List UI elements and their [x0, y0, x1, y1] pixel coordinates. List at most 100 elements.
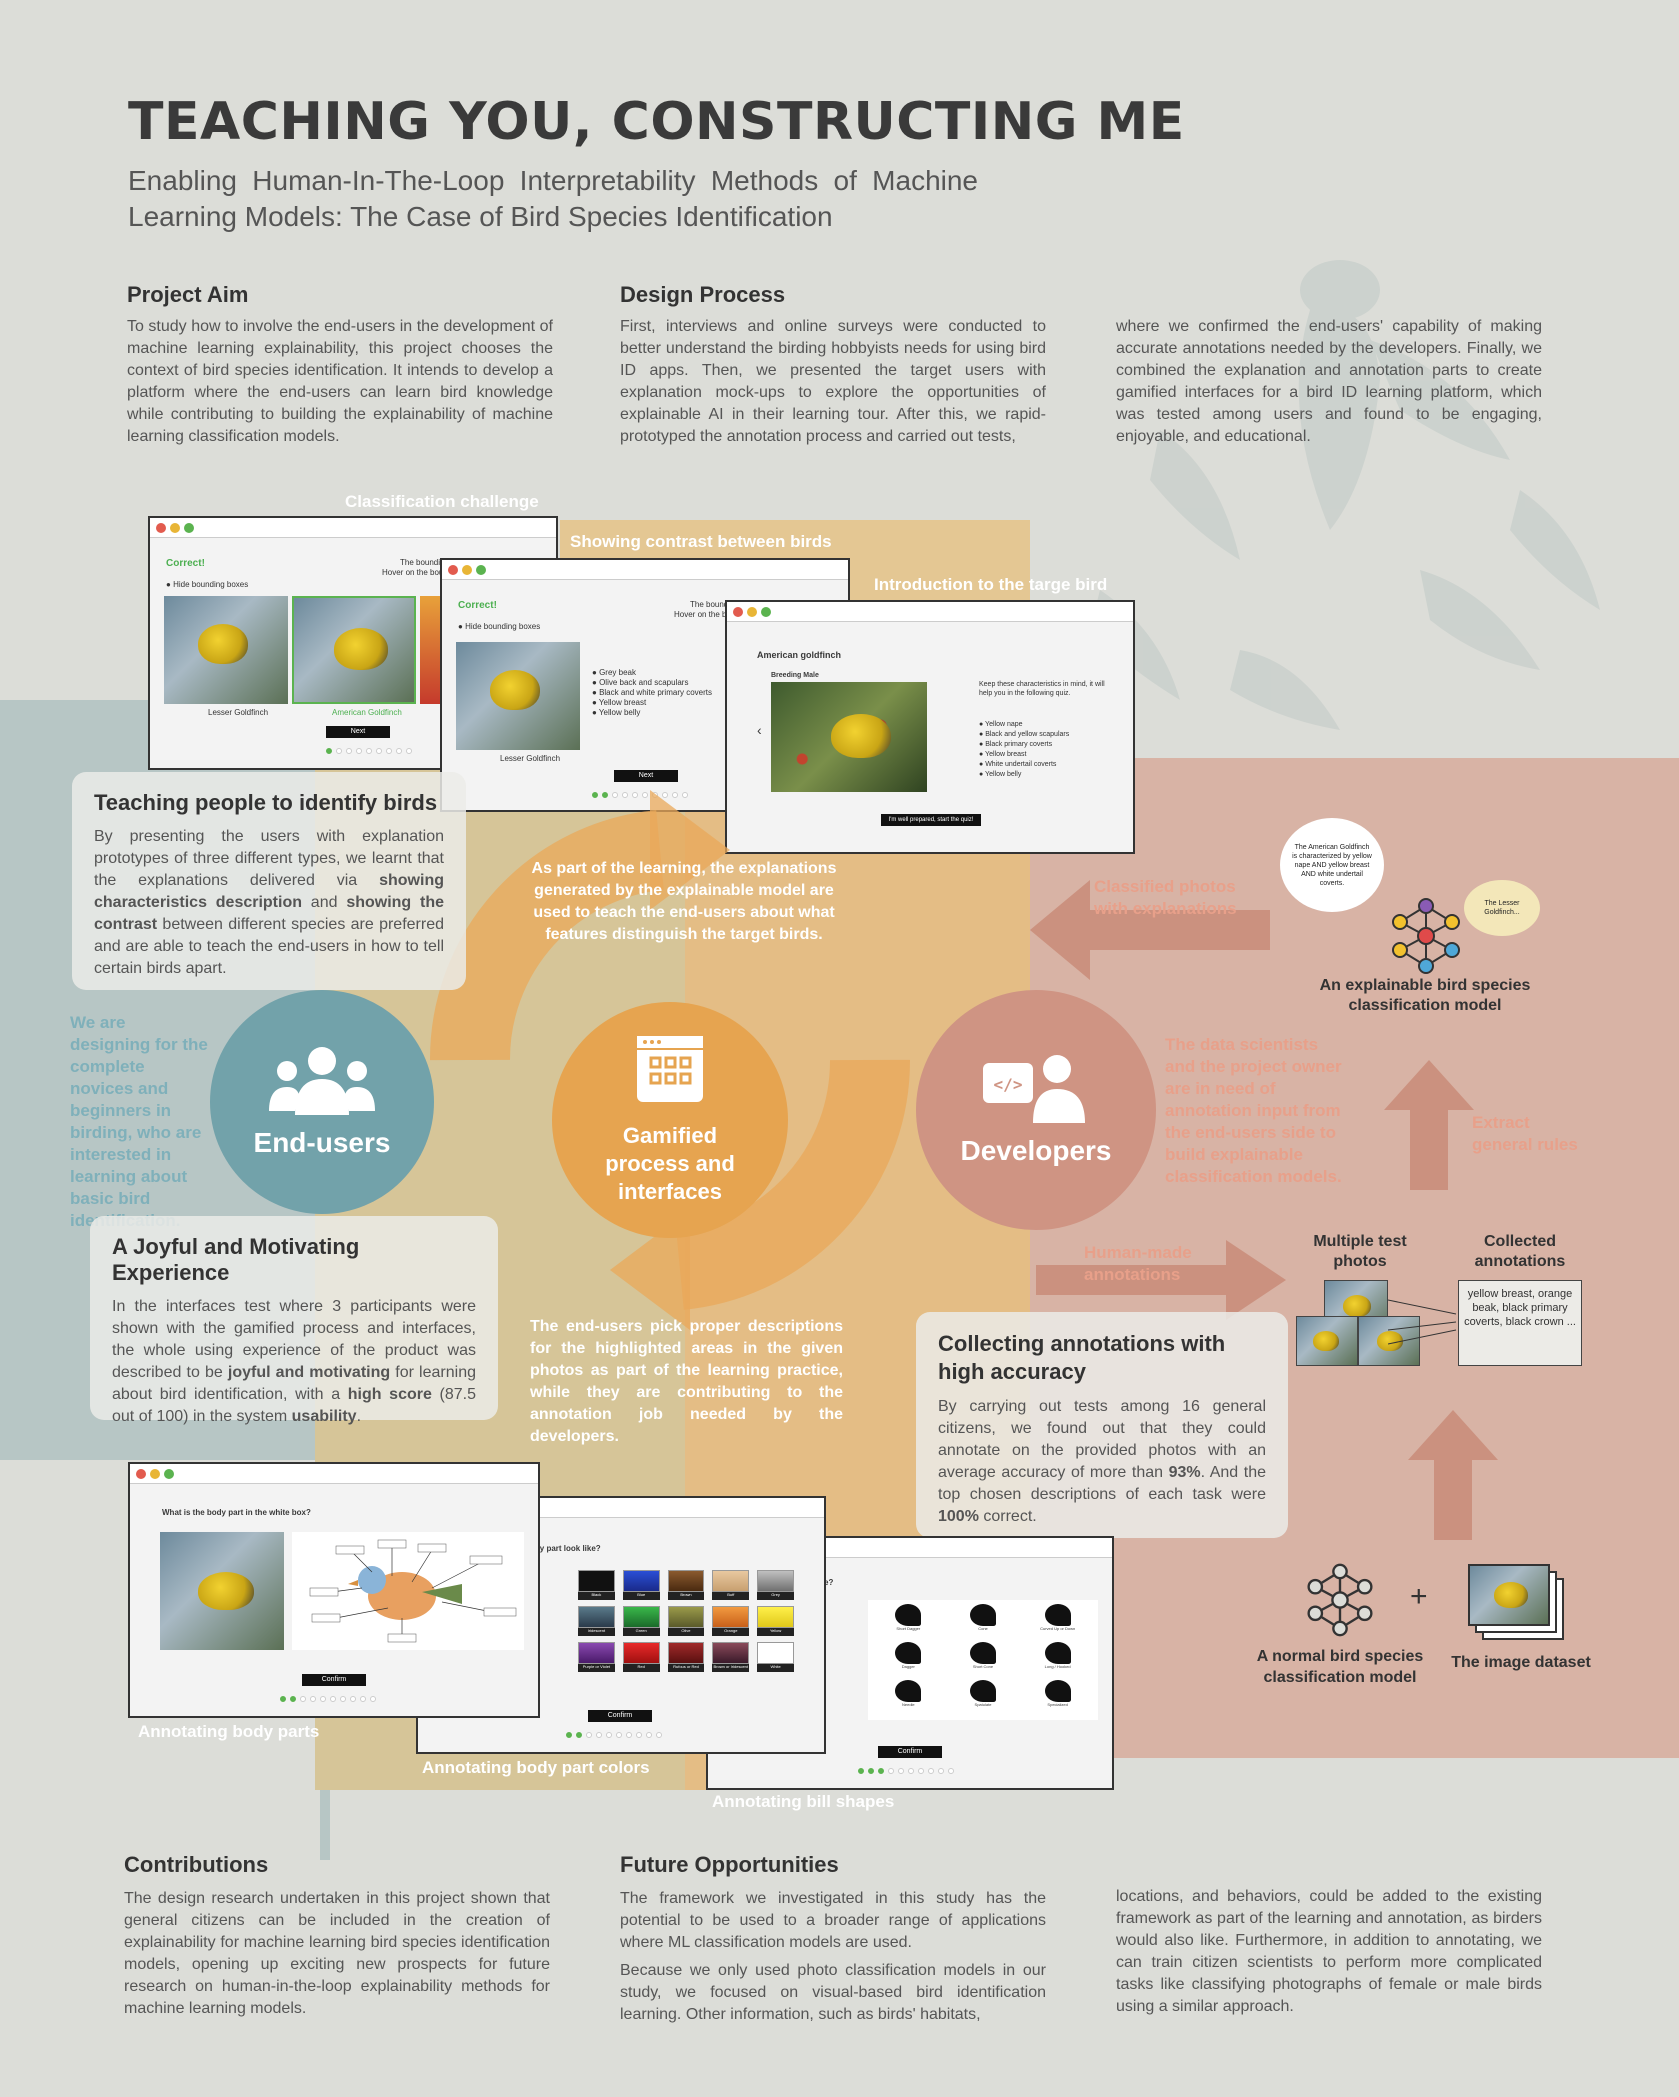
confirm-button[interactable]: Confirm — [588, 1710, 652, 1722]
aim-text: To study how to involve the end-users in… — [127, 318, 553, 445]
page-dots — [280, 1696, 376, 1702]
cycle-arrows — [429, 790, 911, 1330]
label-introduction-target-bird: Introduction to the targe bird — [874, 575, 1108, 594]
bill-option[interactable]: Needle — [872, 1680, 945, 1716]
contributions-text: The design research undertaken in this p… — [124, 1890, 550, 2017]
bill-option[interactable]: Cone — [947, 1604, 1020, 1640]
color-swatch[interactable]: Green — [622, 1606, 660, 1636]
extract-label: Extract general rules — [1472, 1113, 1578, 1154]
classified-label: Classified photos with explanations — [1094, 877, 1237, 918]
bounding-text: The boundi — [690, 600, 731, 609]
collecting-heading: Collecting annotations with high accurac… — [938, 1331, 1226, 1384]
body-part-diagram — [292, 1532, 524, 1650]
characteristics-list: ● Yellow nape ● Black and yellow scapula… — [979, 721, 1070, 778]
color-swatch[interactable]: Olive — [667, 1606, 705, 1636]
color-swatch[interactable]: White — [757, 1642, 794, 1672]
color-swatch[interactable]: Blue — [622, 1570, 660, 1600]
confirm-button[interactable]: Confirm — [878, 1746, 942, 1758]
hover-text: Hover on the boun — [382, 568, 448, 577]
color-swatch[interactable]: Yellow — [757, 1606, 794, 1636]
endusers-side-text: We are designing for the complete novice… — [70, 1013, 208, 1230]
annotation-connectors — [1388, 1299, 1457, 1345]
practice-note: The end-users pick proper descriptions f… — [530, 1318, 843, 1445]
caption-lesser-goldfinch: Lesser Goldfinch — [208, 708, 269, 717]
neural-network-icon — [1307, 1563, 1373, 1637]
image-dataset-label: The image dataset — [1451, 1654, 1591, 1671]
label-classification-challenge: Classification challenge — [345, 492, 539, 511]
developers-side-text: The data scientists and the project owne… — [1165, 1035, 1342, 1186]
color-swatch[interactable]: Black — [578, 1570, 615, 1600]
next-button[interactable]: Next — [326, 726, 390, 738]
label-annotating-body-parts: Annotating body parts — [138, 1722, 320, 1741]
bird-photo-lesser[interactable] — [164, 596, 288, 704]
plus-sign: + — [1410, 1580, 1428, 1613]
teaching-card: Teaching people to identify birds By pre… — [72, 772, 466, 990]
correct-text: Correct! — [166, 558, 205, 569]
bounding-text: The bounding — [400, 558, 449, 567]
window-annotating-body-parts[interactable]: What is the body part in the white box? … — [128, 1462, 540, 1718]
bill-option[interactable]: Dagger — [872, 1642, 945, 1678]
start-quiz-button[interactable]: I'm well prepared, start the quiz! — [881, 814, 981, 826]
image-dataset-stack — [1468, 1564, 1568, 1642]
developers-label: Developers — [960, 1135, 1112, 1166]
gamified-circle[interactable]: Gamified process and interfaces — [552, 1002, 788, 1238]
bill-option[interactable]: Short Dagger — [872, 1604, 945, 1640]
label-annotating-body-part-colors: Annotating body part colors — [422, 1758, 650, 1777]
test-photo-3 — [1358, 1316, 1420, 1366]
color-swatch[interactable]: Buff — [712, 1570, 750, 1600]
caption-lesser-goldfinch: Lesser Goldfinch — [500, 754, 561, 763]
svg-text:</>: </> — [994, 1075, 1023, 1094]
window-introduction-target-bird[interactable]: American goldfinch Breeding Male ‹ Keep … — [725, 600, 1135, 854]
bird-photo-lesser — [456, 642, 580, 750]
gamified-label: Gamified process and interfaces — [605, 1123, 735, 1204]
bill-option[interactable]: Curved Up or Down — [1021, 1604, 1094, 1640]
confirm-button[interactable]: Confirm — [302, 1674, 366, 1686]
bill-option[interactable]: Long / Hooked — [1021, 1642, 1094, 1678]
page-dots — [858, 1768, 954, 1774]
page-subtitle: Enabling Human-In-The-Loop Interpretabil… — [128, 165, 978, 232]
bird-photo-partial — [420, 596, 440, 704]
question-text: e? — [824, 1578, 834, 1587]
bill-options-grid: Short Dagger Cone Curved Up or Down Dagg… — [868, 1600, 1098, 1720]
bill-option[interactable]: Specialized — [1021, 1680, 1094, 1716]
joyful-heading: A Joyful and Motivating Experience — [112, 1234, 360, 1285]
joyful-card: A Joyful and Motivating Experience In th… — [90, 1216, 498, 1425]
bird-photo — [160, 1532, 284, 1650]
bill-option[interactable]: Short Cone — [947, 1642, 1020, 1678]
users-icon — [269, 1047, 375, 1115]
keep-in-mind-text: Keep these characteristics in mind, it w… — [979, 681, 1105, 697]
endusers-circle[interactable]: End-users — [210, 990, 434, 1214]
color-swatch[interactable]: Iridescent — [578, 1606, 615, 1636]
chevron-left-icon[interactable]: ‹ — [757, 722, 762, 738]
bill-option[interactable]: Spatulate — [947, 1680, 1020, 1716]
color-swatch[interactable]: Purple or Violet — [578, 1642, 615, 1672]
endusers-label: End-users — [253, 1127, 391, 1158]
hide-bounding-toggle[interactable]: ● Hide bounding boxes — [166, 580, 249, 589]
color-swatch[interactable]: Brown — [667, 1570, 705, 1600]
normal-model-label: A normal bird species classification mod… — [1256, 1648, 1424, 1686]
future-text-1: The framework we investigated in this st… — [620, 1890, 1046, 1951]
bird-photo-american[interactable] — [292, 596, 416, 704]
arrow-classified — [1030, 880, 1270, 980]
color-swatch[interactable]: Red — [622, 1642, 660, 1672]
hide-bounding-toggle[interactable]: ● Hide bounding boxes — [458, 622, 541, 631]
page-dots — [326, 748, 412, 754]
color-swatch[interactable]: Rufous or Red — [667, 1642, 705, 1672]
developer-icon: </> — [983, 1055, 1085, 1123]
question-text: What is the body part in the white box? — [162, 1508, 311, 1517]
contributions-heading: Contributions — [124, 1852, 269, 1877]
bird-photo-american — [771, 682, 927, 792]
color-options-grid: Black Blue Brown Buff Grey Iridescent Gr… — [578, 1570, 794, 1672]
next-button[interactable]: Next — [614, 770, 678, 782]
app-grid-icon — [637, 1036, 703, 1102]
color-swatch[interactable]: Orange — [712, 1606, 750, 1636]
characteristics-list: ● Grey beak ● Olive back and scapulars ●… — [592, 668, 712, 717]
developers-circle[interactable]: </> Developers — [916, 990, 1156, 1230]
arrow-extract — [1384, 1060, 1474, 1190]
label-annotating-bill-shapes: Annotating bill shapes — [712, 1792, 895, 1811]
question-text: ody part look like? — [530, 1544, 601, 1553]
color-swatch[interactable]: Grey — [757, 1570, 794, 1600]
speech-bubble-lesser: The Lesser Goldfinch... — [1464, 880, 1540, 936]
future-text-2: Because we only used photo classificatio… — [620, 1962, 1046, 2023]
color-swatch[interactable]: Brown or Iridescent — [712, 1642, 750, 1672]
